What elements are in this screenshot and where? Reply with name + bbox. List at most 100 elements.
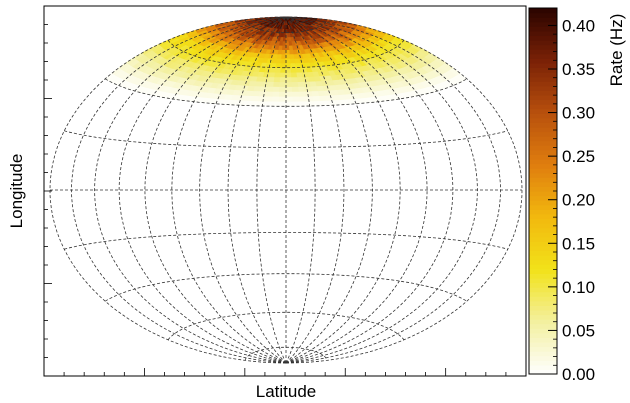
colorbar-segment — [529, 323, 557, 329]
heatmap-cell — [291, 86, 300, 92]
colorbar-tick-label: 0.15 — [562, 234, 595, 253]
colorbar-segment — [529, 12, 557, 18]
heatmap-cell — [285, 86, 293, 92]
heatmap-cell — [271, 96, 280, 102]
parallel-line — [64, 130, 508, 148]
heatmap-cell — [258, 90, 268, 97]
colorbar-segment — [529, 99, 557, 105]
heatmap-cell — [274, 71, 281, 78]
heatmap-cell — [278, 91, 287, 97]
colorbar-segment — [529, 300, 557, 306]
parallel-line — [104, 273, 468, 302]
heatmap-cell — [291, 76, 299, 83]
colorbar-segment — [529, 369, 557, 375]
colorbar-segment — [529, 85, 557, 91]
colorbar-segment — [529, 62, 557, 69]
colorbar-segment — [529, 245, 557, 252]
heatmap-cell — [298, 86, 306, 92]
colorbar-segment — [529, 21, 557, 27]
heatmap-cell — [285, 53, 291, 59]
colorbar-segment — [529, 236, 557, 242]
heatmap-cell — [265, 90, 274, 97]
colorbar-tick-label: 0.10 — [562, 278, 595, 297]
colorbar-segment — [529, 328, 557, 334]
colorbar-tick-label: 0.30 — [562, 104, 595, 123]
heatmap-cell — [278, 101, 287, 107]
heatmap-cell — [285, 81, 293, 87]
heatmap-cell — [291, 71, 298, 78]
colorbar-segment — [529, 44, 557, 50]
colorbar-segment — [529, 268, 557, 274]
colorbar-segment — [529, 332, 557, 338]
colorbar-segment — [529, 291, 557, 297]
parallel-line — [64, 232, 508, 250]
colorbar-segment — [529, 282, 557, 288]
colorbar-segment — [529, 149, 557, 155]
heatmap-cell — [273, 81, 281, 87]
heatmap-cell — [268, 71, 276, 78]
heatmap-cell — [279, 86, 287, 92]
colorbar-segment — [529, 122, 557, 128]
colorbar-segment — [529, 314, 557, 320]
heatmap-cell — [292, 96, 301, 102]
parallel-line — [167, 311, 405, 341]
colorbar-segment — [529, 195, 557, 201]
heatmap-cell — [266, 86, 274, 92]
graticule-grid — [49, 16, 523, 364]
heatmap-cell — [259, 85, 268, 92]
colorbar-segment — [529, 296, 557, 302]
colorbar-segment — [529, 126, 557, 133]
heatmap-cell — [285, 62, 292, 69]
heatmap-cell — [272, 91, 280, 97]
meridian-line — [144, 16, 287, 364]
colorbar-segment — [529, 360, 557, 366]
heatmap-cell — [267, 81, 275, 87]
heatmap-cell — [282, 44, 287, 51]
heatmap-cell — [267, 76, 276, 83]
heatmap-cell — [285, 76, 293, 83]
colorbar-segment — [529, 163, 557, 169]
heatmap-cell — [269, 67, 277, 73]
heatmap-cell — [285, 72, 292, 78]
heatmap-cell — [250, 100, 259, 107]
colorbar-segment — [529, 287, 557, 293]
colorbar-segment — [529, 177, 557, 183]
colorbar-segment — [529, 213, 557, 220]
heatmap-cell — [276, 58, 282, 64]
heatmap-cell — [279, 76, 287, 83]
heatmap-cell — [272, 86, 281, 92]
heatmap-cell — [278, 95, 287, 102]
heatmap-cell — [292, 91, 300, 97]
colorbar-segment — [529, 35, 557, 41]
heatmap-cell — [251, 95, 260, 102]
heatmap-cell — [298, 90, 307, 97]
parallel-line — [167, 39, 405, 69]
colorbar-segment — [529, 131, 557, 137]
colorbar-segment — [529, 40, 557, 46]
heatmap-cell — [264, 95, 273, 102]
colorbar-segment — [529, 337, 557, 343]
heatmap-cell — [271, 100, 280, 107]
colorbar-segment — [529, 273, 557, 279]
meridian-line — [285, 16, 428, 364]
heatmap-cell — [258, 95, 267, 102]
colorbar-segment — [529, 346, 557, 352]
colorbar-segment — [529, 168, 557, 174]
meridian-line — [199, 16, 287, 364]
heatmap-cell — [299, 100, 308, 107]
parallel-line — [104, 78, 468, 107]
heatmap-cell — [281, 53, 287, 59]
heatmap-cell — [280, 62, 287, 69]
heatmap-cell — [285, 67, 292, 73]
heatmap-cell — [306, 100, 315, 107]
heatmap-cell — [278, 44, 284, 50]
colorbar-segment — [529, 53, 557, 59]
colorbar-segment — [529, 72, 557, 78]
heatmap-cell — [282, 40, 287, 46]
colorbar-segment — [529, 104, 557, 110]
colorbar-segment — [529, 218, 557, 224]
colorbar-segment — [529, 108, 557, 114]
colorbar-segment — [529, 227, 557, 233]
colorbar-segment — [529, 232, 557, 238]
